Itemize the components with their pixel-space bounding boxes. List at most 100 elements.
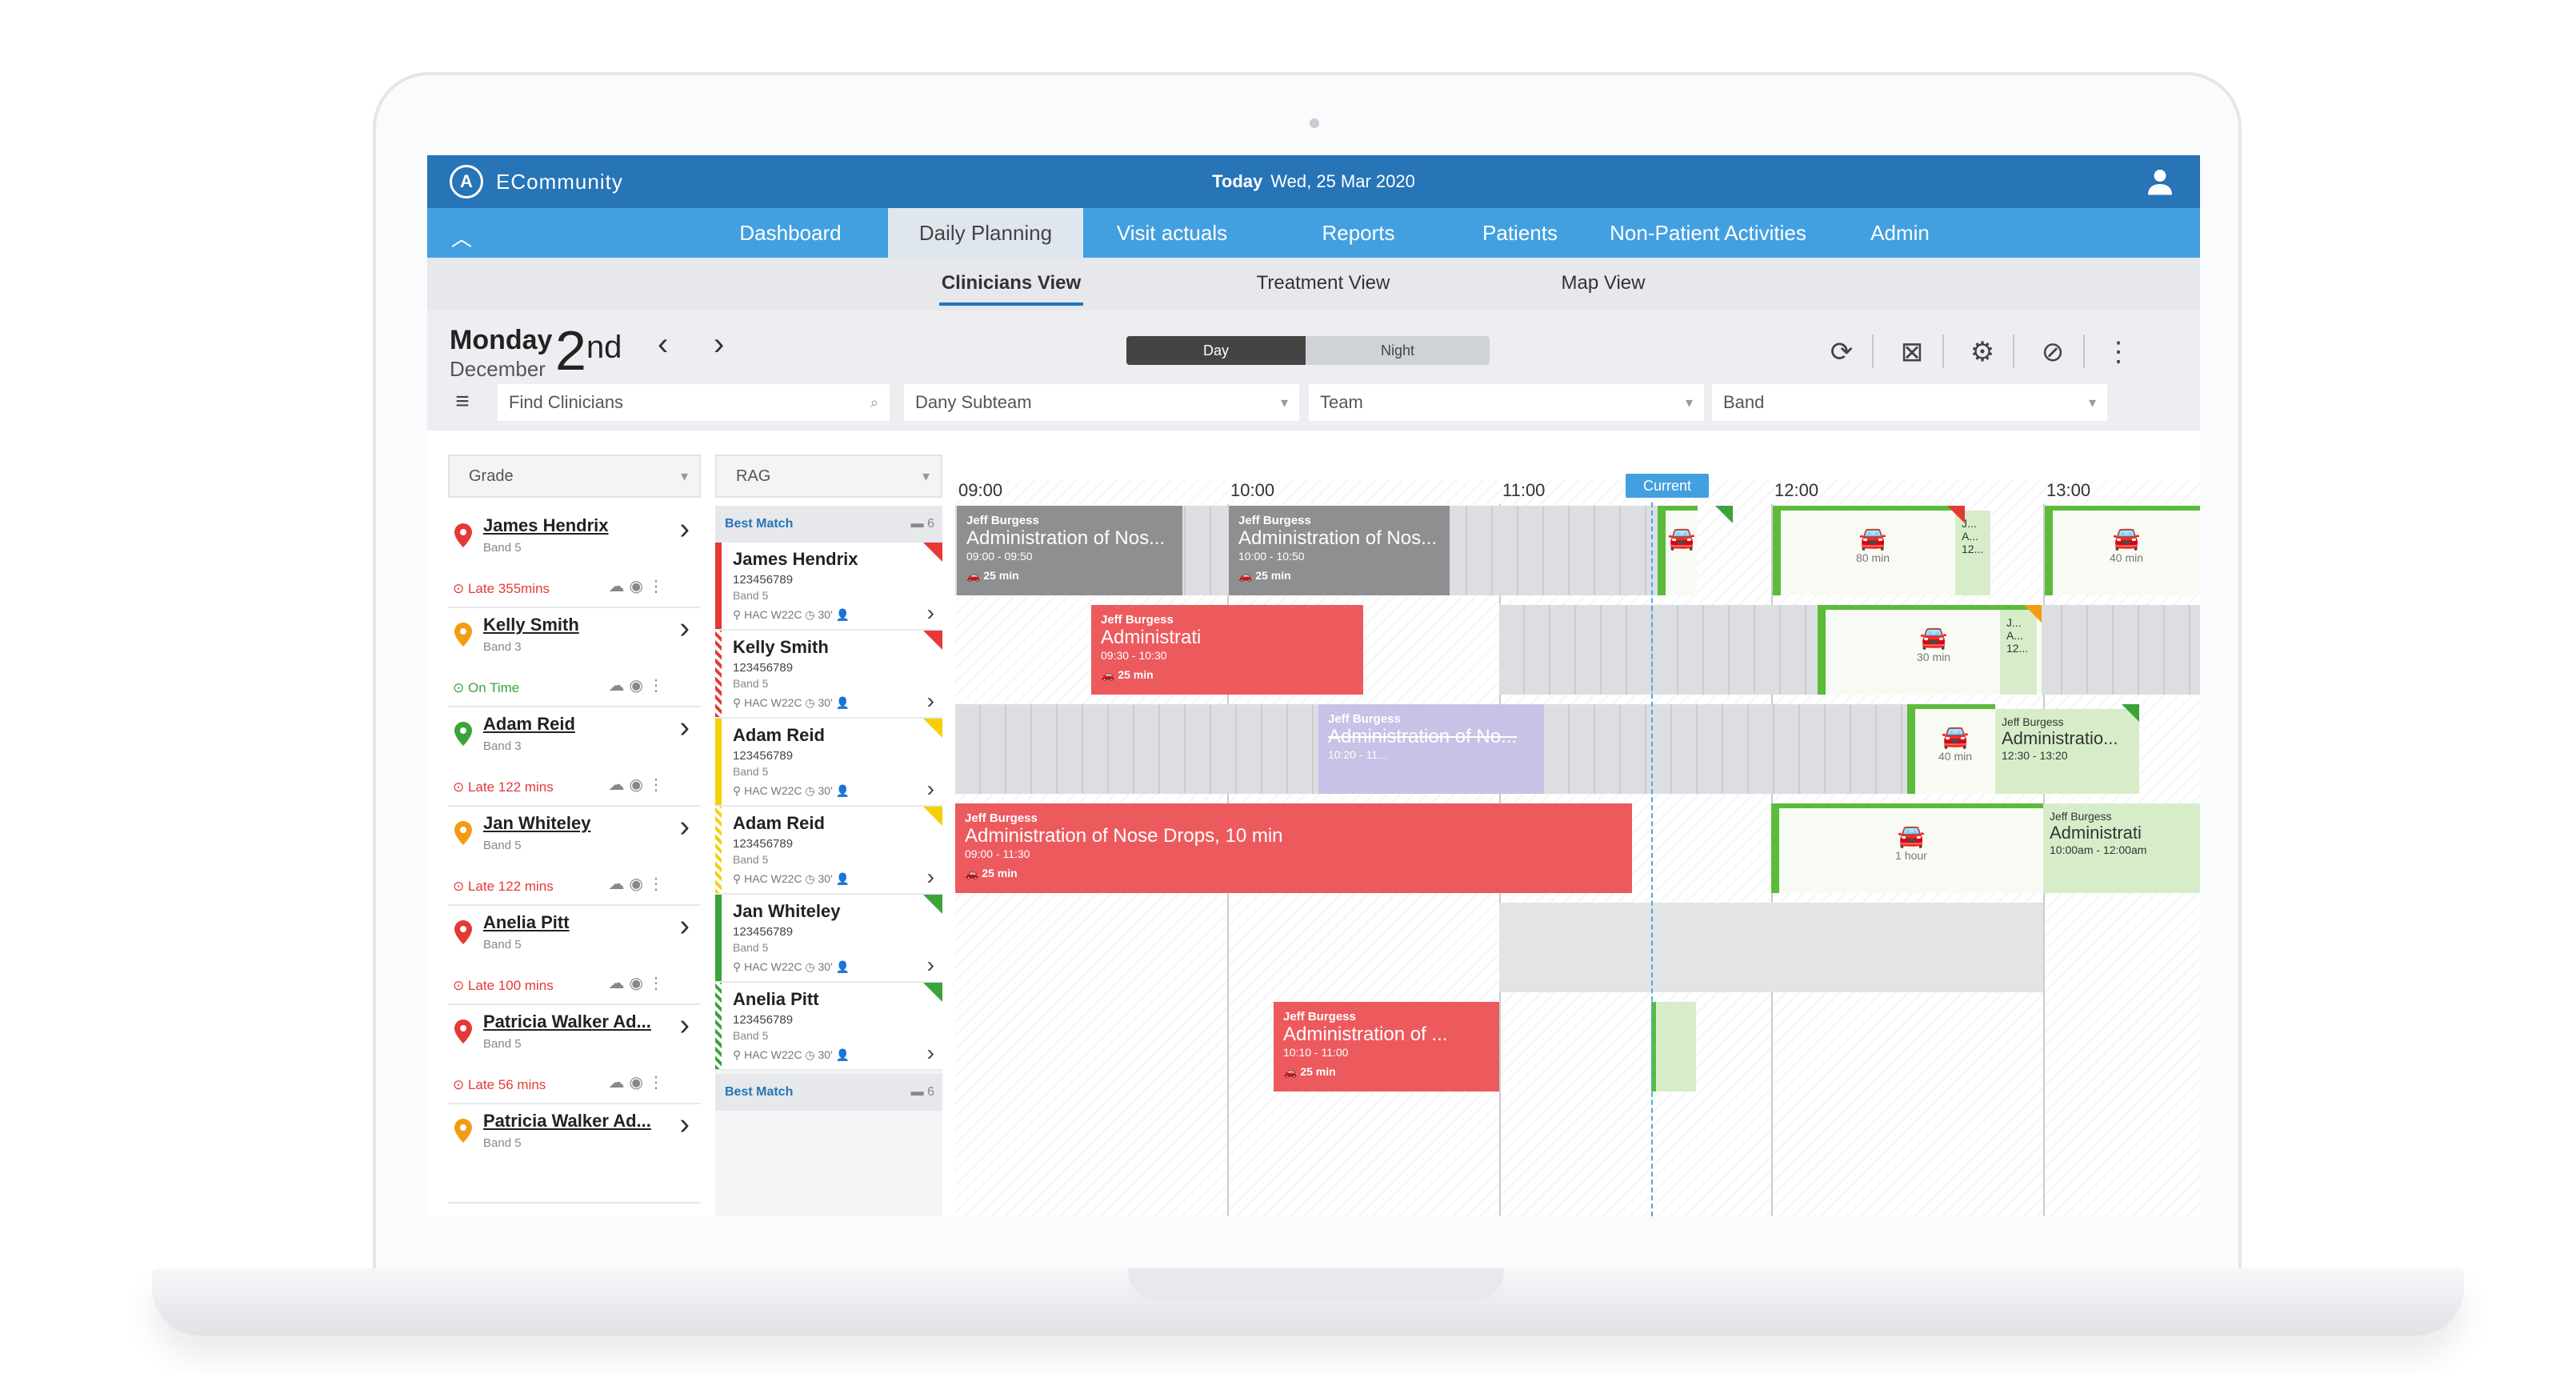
refresh-icon[interactable]: ⟳ <box>1830 337 1854 367</box>
nav-visit-actuals[interactable]: Visit actuals <box>1116 221 1228 245</box>
day-option[interactable]: Day <box>1126 336 1306 365</box>
rag-select[interactable]: RAG ▾ <box>715 455 942 498</box>
chevron-right-icon[interactable]: › <box>679 1008 690 1042</box>
clinician-row[interactable]: Patricia Walker Ad... Band 5 › <box>448 1101 701 1204</box>
more-options-icon[interactable]: ⋮ <box>648 1074 669 1092</box>
chevron-right-icon[interactable]: › <box>926 776 934 801</box>
visit-block-small[interactable]: J... A... 12... <box>1955 511 1990 595</box>
chevron-right-icon[interactable]: › <box>926 688 934 713</box>
clinician-name[interactable]: James Hendrix <box>483 515 609 535</box>
chevron-right-icon[interactable]: › <box>679 810 690 843</box>
clinician-name[interactable]: Anelia Pitt <box>483 912 570 932</box>
more-options-icon[interactable]: ⋮ <box>2105 337 2132 367</box>
nav-reports[interactable]: Reports <box>1322 221 1395 245</box>
clinician-row[interactable]: Jan Whiteley Band 5 › ⊙ Late 122 mins ☁◉⋮ <box>448 803 701 906</box>
travel-block[interactable]: 🚘 80 min <box>1773 506 1965 595</box>
visit-block-small[interactable]: J... A... 12... <box>2000 610 2037 695</box>
signal-icon[interactable]: ◉ <box>629 875 648 893</box>
band-select[interactable]: Band ▾ <box>1712 384 2107 421</box>
signal-icon[interactable]: ◉ <box>629 776 648 794</box>
search-clinicians-input[interactable]: Find Clinicians ⌕ <box>498 384 890 421</box>
chevron-right-icon[interactable]: › <box>926 864 934 889</box>
more-options-icon[interactable]: ⋮ <box>648 776 669 794</box>
visit-block[interactable]: Jeff Burgess Administrati 09:30 - 10:30 … <box>1091 605 1363 695</box>
day-night-toggle[interactable]: Day Night <box>1126 336 1490 365</box>
chevron-right-icon[interactable]: › <box>679 1108 690 1141</box>
cancelled-visit-block[interactable]: Jeff Burgess Administration of No... 10:… <box>1318 704 1544 794</box>
clinician-name[interactable]: Jan Whiteley <box>483 813 591 833</box>
travel-block[interactable] <box>1651 1002 1696 1092</box>
clinician-row[interactable]: James Hendrix Band 5 › ⊙ Late 355mins ☁◉⋮ <box>448 506 701 608</box>
tab-clinicians-view[interactable]: Clinicians View <box>939 272 1083 306</box>
visit-block[interactable]: Jeff Burgess Administrati 10:00am - 12:00a… <box>2043 803 2200 893</box>
clinician-row[interactable]: Patricia Walker Ad... Band 5 › ⊙ Late 56 mi… <box>448 1002 701 1104</box>
chevron-right-icon[interactable]: › <box>926 1040 934 1065</box>
travel-block[interactable]: 🚘 <box>1658 506 1698 595</box>
rag-item[interactable]: James Hendrix 123456789 Band 5 ⚲ HAC W22C ◷… <box>715 543 942 631</box>
collapse-chevron-icon[interactable]: ︿ <box>451 226 473 250</box>
chevron-right-icon[interactable]: › <box>679 611 690 645</box>
travel-block[interactable]: 🚘 40 min <box>1907 704 1995 794</box>
cloud-icon[interactable]: ☁ <box>608 677 630 695</box>
chevron-right-icon[interactable]: › <box>679 512 690 546</box>
nav-dashboard[interactable]: Dashboard <box>739 221 842 245</box>
grade-select[interactable]: Grade ▾ <box>448 455 701 498</box>
rag-item[interactable]: Adam Reid 123456789 Band 5 ⚲ HAC W22C ◷ 30'… <box>715 719 942 807</box>
rag-item[interactable]: Anelia Pitt 123456789 Band 5 ⚲ HAC W22C ◷ 3… <box>715 983 942 1071</box>
visit-block[interactable]: Jeff Burgess Administration of ... 10:10… <box>1274 1002 1499 1092</box>
clinician-name[interactable]: Adam Reid <box>483 714 575 734</box>
rag-item[interactable]: Jan Whiteley 123456789 Band 5 ⚲ HAC W22C ◷ … <box>715 895 942 983</box>
clinician-name[interactable]: Kelly Smith <box>483 615 579 635</box>
more-options-icon[interactable]: ⋮ <box>648 578 669 595</box>
search-icon[interactable]: ⌕ <box>870 395 878 411</box>
visit-block[interactable]: Jeff Burgess Administratio... 12:30 - 13:2… <box>1995 709 2139 794</box>
more-options-icon[interactable]: ⋮ <box>648 875 669 893</box>
hide-travel-icon[interactable]: ⊘ <box>2041 337 2065 367</box>
nav-non-patient-activities[interactable]: Non-Patient Activities <box>1610 221 1806 245</box>
user-icon[interactable] <box>2146 166 2174 197</box>
clinician-row[interactable]: Adam Reid Band 3 › ⊙ Late 122 mins ☁◉⋮ <box>448 704 701 807</box>
more-options-icon[interactable]: ⋮ <box>648 677 669 695</box>
tab-treatment-view[interactable]: Treatment View <box>1256 272 1390 294</box>
nav-daily-planning[interactable]: Daily Planning <box>888 208 1083 258</box>
clinician-name[interactable]: Patricia Walker Ad... <box>483 1111 651 1131</box>
night-option[interactable]: Night <box>1380 342 1415 359</box>
travel-block[interactable]: 🚘 40 min <box>2045 506 2200 595</box>
settings-screen-icon[interactable]: ⚙ <box>1970 337 1995 367</box>
visit-block[interactable]: Jeff Burgess Administration of Nos... 09… <box>957 506 1182 595</box>
signal-icon[interactable]: ◉ <box>629 578 648 595</box>
signal-icon[interactable]: ◉ <box>629 975 648 992</box>
clinician-name[interactable]: Patricia Walker Ad... <box>483 1011 651 1032</box>
cloud-icon[interactable]: ☁ <box>608 1074 630 1092</box>
chevron-right-icon[interactable]: › <box>679 711 690 744</box>
visit-block[interactable]: Jeff Burgess Administration of Nos... 10… <box>1229 506 1450 595</box>
nav-patients[interactable]: Patients <box>1482 221 1558 245</box>
visit-block[interactable]: Jeff Burgess Administration of Nose Drop… <box>955 803 1632 893</box>
next-day-chevron-icon[interactable]: › <box>714 326 725 362</box>
cloud-icon[interactable]: ☁ <box>608 578 630 595</box>
chevron-right-icon[interactable]: › <box>926 952 934 977</box>
chevron-right-icon[interactable]: › <box>679 909 690 943</box>
clinician-row[interactable]: Anelia Pitt Band 5 › ⊙ Late 100 mins ☁◉⋮ <box>448 903 701 1005</box>
rag-item[interactable]: Kelly Smith 123456789 Band 5 ⚲ HAC W22C ◷ 3… <box>715 631 942 719</box>
ecommunity-logo-icon[interactable]: A <box>450 165 483 198</box>
more-options-icon[interactable]: ⋮ <box>648 975 669 992</box>
chevron-right-icon[interactable]: › <box>926 600 934 625</box>
signal-icon[interactable]: ◉ <box>629 677 648 695</box>
cloud-icon[interactable]: ☁ <box>608 975 630 992</box>
filter-icon[interactable]: ≡ <box>455 388 470 415</box>
subteam-select[interactable]: Dany Subteam ▾ <box>904 384 1299 421</box>
rag-name: Anelia Pitt <box>733 989 819 1009</box>
tab-map-view[interactable]: Map View <box>1561 272 1646 294</box>
hide-unassigned-icon[interactable]: ⊠ <box>1900 337 1924 367</box>
clinician-row[interactable]: Kelly Smith Band 3 › ⊙ On Time ☁◉⋮ <box>448 605 701 707</box>
cloud-icon[interactable]: ☁ <box>608 776 630 794</box>
travel-block[interactable]: 🚘 1 hour <box>1771 803 2043 893</box>
rag-item[interactable]: Adam Reid 123456789 Band 5 ⚲ HAC W22C ◷ 30'… <box>715 807 942 895</box>
signal-icon[interactable]: ◉ <box>629 1074 648 1092</box>
prev-day-chevron-icon[interactable]: ‹ <box>658 326 669 362</box>
nav-admin[interactable]: Admin <box>1870 221 1930 245</box>
cloud-icon[interactable]: ☁ <box>608 875 630 893</box>
best-match-label: Best Match <box>725 1085 794 1099</box>
team-select[interactable]: Team ▾ <box>1309 384 1704 421</box>
